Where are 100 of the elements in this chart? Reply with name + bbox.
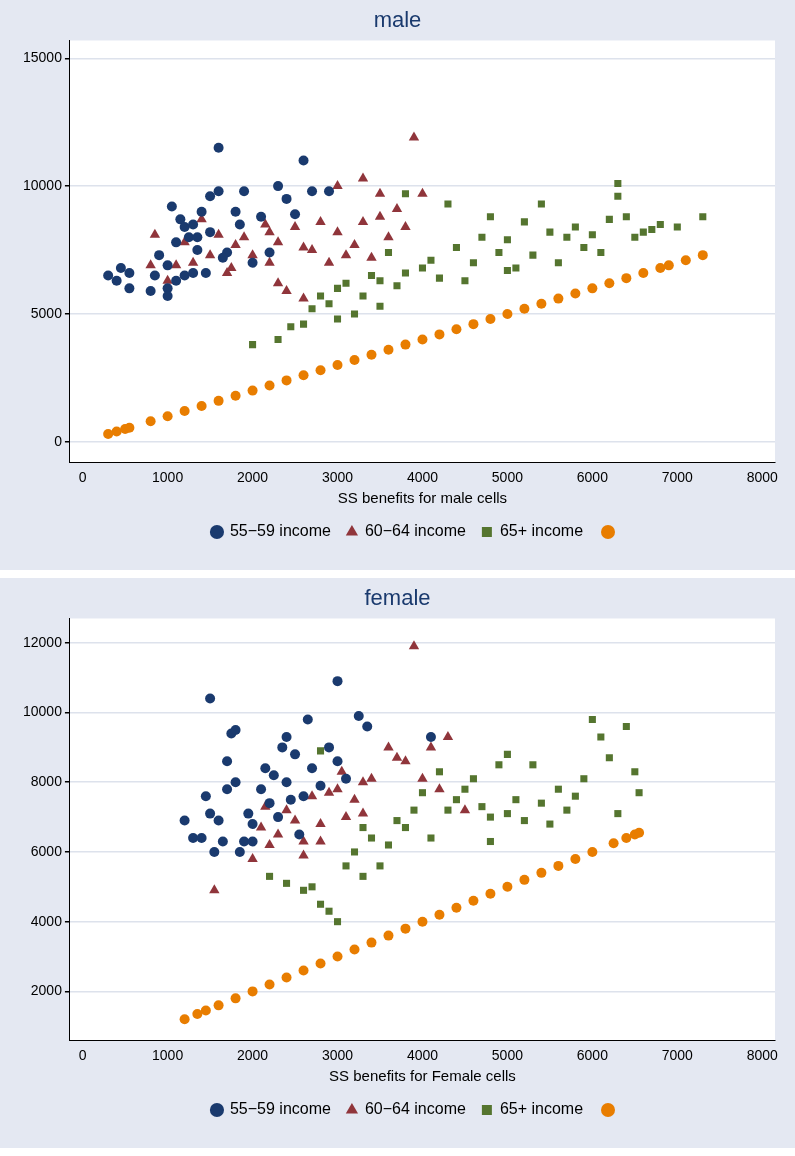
point <box>306 244 318 254</box>
point <box>315 780 326 791</box>
legend-label: 55−59 income <box>229 522 332 540</box>
point <box>580 243 588 251</box>
point <box>435 274 443 282</box>
point <box>188 219 199 230</box>
point <box>281 284 292 294</box>
point <box>226 261 237 271</box>
point <box>357 807 369 817</box>
point <box>336 765 347 775</box>
point <box>655 262 666 273</box>
point <box>256 784 267 795</box>
point <box>166 201 177 212</box>
point <box>349 238 360 248</box>
legend-label: 60−64 income <box>364 1100 466 1118</box>
point <box>285 794 296 805</box>
point <box>209 884 220 894</box>
x-tick-label: 8000 <box>746 1047 779 1064</box>
point <box>332 756 343 767</box>
point <box>366 349 377 360</box>
point <box>239 186 250 197</box>
point <box>103 429 114 440</box>
point <box>639 228 647 236</box>
point <box>383 741 394 751</box>
point <box>376 862 384 870</box>
point <box>256 211 267 222</box>
point <box>342 279 350 287</box>
point <box>124 283 135 294</box>
y-tick-label: 5000 <box>30 304 63 321</box>
point <box>427 256 435 264</box>
point <box>417 772 428 782</box>
point <box>315 818 326 828</box>
point <box>272 277 284 287</box>
point <box>192 1009 203 1020</box>
point <box>340 249 352 259</box>
point <box>367 272 376 280</box>
point <box>268 770 279 781</box>
point <box>425 741 437 751</box>
point <box>400 221 411 231</box>
point <box>631 233 639 241</box>
point <box>200 268 211 279</box>
point <box>204 249 216 259</box>
point <box>554 259 562 267</box>
point <box>277 742 288 753</box>
point <box>316 900 325 908</box>
point <box>213 395 224 406</box>
point <box>264 838 275 848</box>
point <box>588 231 596 239</box>
x-tick-label: 2000 <box>236 1047 269 1064</box>
point <box>621 833 632 844</box>
point <box>357 776 369 786</box>
point <box>503 810 511 818</box>
point <box>459 804 471 814</box>
y-tick-label: 2000 <box>30 982 63 999</box>
point <box>519 874 530 885</box>
point <box>349 944 360 955</box>
point <box>400 923 411 934</box>
point <box>366 772 377 782</box>
point <box>281 804 292 814</box>
point <box>307 763 318 774</box>
point <box>673 223 681 231</box>
point <box>283 879 291 887</box>
x-tick-label: 7000 <box>661 469 694 486</box>
point <box>333 284 342 292</box>
point <box>342 862 350 870</box>
point <box>401 190 410 198</box>
point <box>529 251 537 259</box>
point <box>469 259 477 267</box>
point <box>656 220 664 228</box>
point <box>434 329 445 340</box>
point <box>486 813 494 821</box>
x-tick-label: 7000 <box>661 1047 694 1064</box>
point <box>315 835 326 845</box>
x-tick-label: 5000 <box>491 469 524 486</box>
point <box>478 803 486 811</box>
point <box>162 411 173 422</box>
point <box>638 268 649 279</box>
point <box>519 303 530 314</box>
point <box>503 236 511 244</box>
point <box>213 186 224 197</box>
point <box>196 400 207 411</box>
point <box>699 213 707 221</box>
point <box>300 886 308 894</box>
point <box>537 200 545 208</box>
point <box>205 227 216 238</box>
point <box>308 305 316 313</box>
point <box>162 260 173 271</box>
point <box>452 796 460 804</box>
point <box>333 918 342 926</box>
point <box>247 249 258 259</box>
point <box>417 187 428 197</box>
point <box>145 259 156 269</box>
point <box>315 365 326 376</box>
point <box>374 210 386 220</box>
point <box>536 867 547 878</box>
point <box>553 293 564 304</box>
point <box>604 278 615 289</box>
point <box>502 308 513 319</box>
point <box>247 257 258 268</box>
point <box>587 283 598 294</box>
